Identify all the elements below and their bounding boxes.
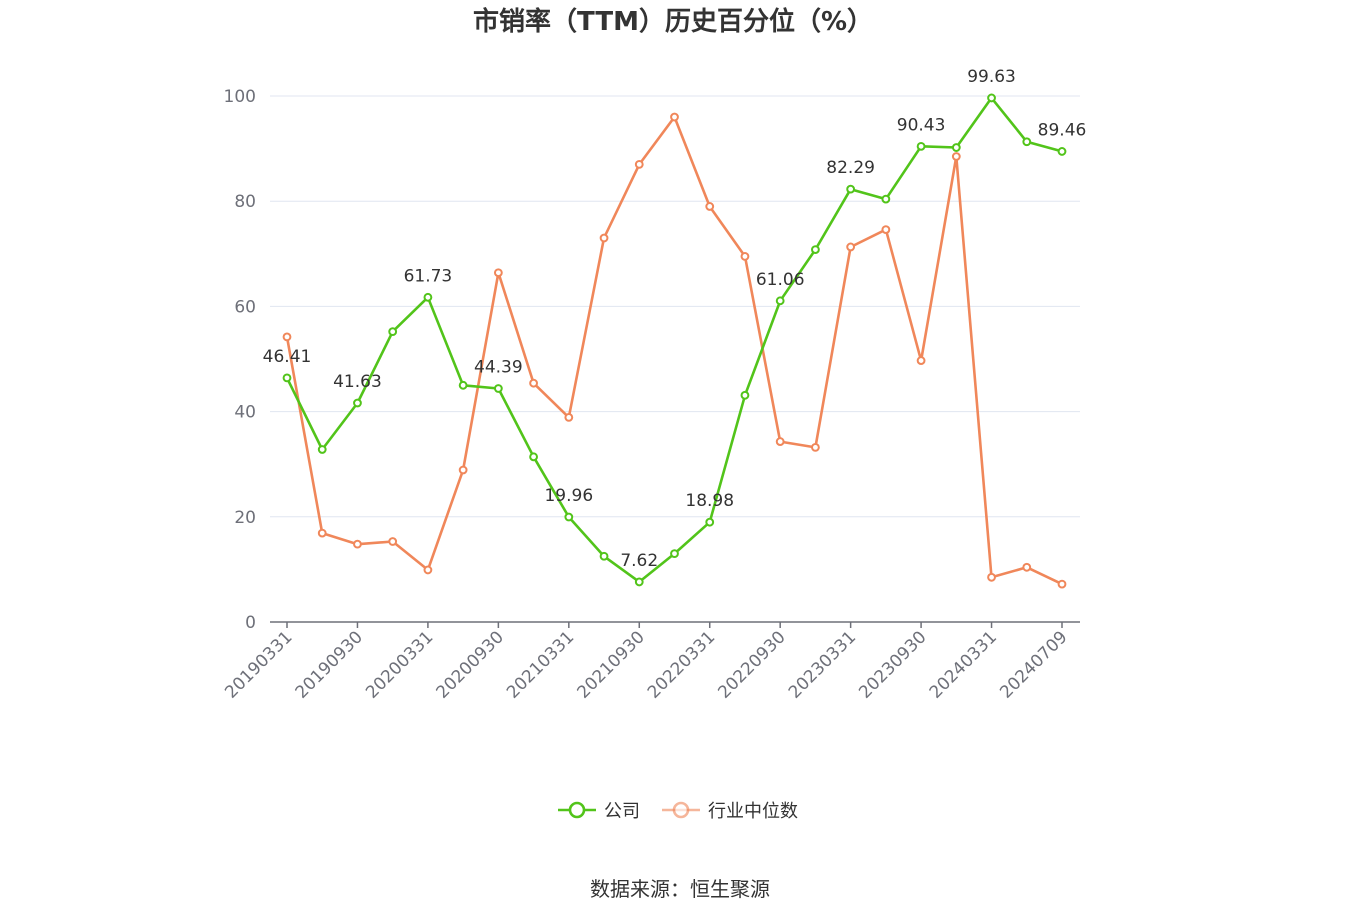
legend-label: 行业中位数: [708, 801, 798, 822]
y-tick-label: 60: [234, 297, 256, 317]
x-tick-label: 20230331: [785, 627, 860, 702]
x-tick-label: 20200930: [433, 627, 508, 702]
y-tick-label: 0: [245, 613, 256, 633]
data-point[interactable]: [670, 112, 679, 122]
data-point[interactable]: [775, 437, 785, 446]
data-source: 数据来源：恒生聚源: [590, 877, 770, 901]
data-point[interactable]: [951, 143, 961, 152]
data-point[interactable]: [811, 442, 820, 452]
data-point[interactable]: [282, 373, 292, 383]
legend-item-0[interactable]: 公司: [558, 801, 640, 822]
data-point[interactable]: [775, 296, 785, 306]
data-point[interactable]: [916, 141, 926, 151]
data-point[interactable]: [317, 528, 327, 538]
series-lines: [282, 93, 1067, 589]
data-label: 7.62: [620, 551, 658, 571]
data-point[interactable]: [564, 512, 574, 522]
data-point[interactable]: [564, 412, 574, 422]
series-line: [285, 96, 1063, 584]
y-tick-label: 100: [224, 87, 256, 107]
data-label: 89.46: [1038, 120, 1087, 140]
data-point[interactable]: [1057, 147, 1067, 156]
data-point[interactable]: [987, 572, 996, 582]
data-point[interactable]: [670, 549, 679, 559]
data-point[interactable]: [493, 384, 503, 393]
data-point[interactable]: [353, 398, 362, 408]
data-label: 90.43: [897, 115, 946, 135]
data-label: 61.73: [404, 266, 453, 286]
series-line: [285, 115, 1063, 586]
data-point[interactable]: [1057, 579, 1067, 589]
x-tick-label: 20210331: [503, 627, 578, 702]
y-tick-label: 80: [234, 192, 256, 212]
data-point[interactable]: [423, 565, 433, 575]
data-point[interactable]: [846, 242, 856, 252]
data-point[interactable]: [599, 551, 609, 561]
data-point[interactable]: [951, 152, 961, 161]
data-point[interactable]: [458, 465, 468, 475]
legend-item-1[interactable]: 行业中位数: [662, 801, 798, 822]
data-point[interactable]: [317, 445, 327, 454]
data-point[interactable]: [881, 225, 891, 235]
series-1: [282, 112, 1067, 589]
y-tick-label: 20: [234, 508, 256, 528]
data-point[interactable]: [529, 378, 538, 388]
chart-title: 市销率（TTM）历史百分位（%）: [473, 6, 873, 37]
data-label: 46.41: [263, 347, 312, 367]
data-point[interactable]: [811, 245, 820, 254]
x-tick-label: 20190331: [221, 627, 296, 702]
data-label: 82.29: [826, 158, 875, 178]
data-point[interactable]: [846, 184, 856, 194]
data-point[interactable]: [599, 233, 609, 243]
x-tick-label: 20230930: [855, 627, 930, 702]
legend[interactable]: 公司 行业中位数: [558, 801, 798, 822]
data-label: 44.39: [474, 358, 523, 378]
data-point[interactable]: [705, 202, 715, 211]
data-point[interactable]: [1022, 562, 1032, 572]
series-0: [282, 93, 1067, 587]
data-point[interactable]: [423, 292, 433, 302]
data-point[interactable]: [529, 452, 538, 462]
x-tick-label: 20220331: [644, 627, 719, 702]
data-point[interactable]: [493, 268, 503, 278]
data-point[interactable]: [634, 577, 644, 587]
data-label: 18.98: [685, 491, 734, 511]
x-tick-label: 20190930: [292, 627, 367, 702]
data-point[interactable]: [740, 252, 750, 261]
grid-lines: [270, 95, 1080, 518]
data-point[interactable]: [388, 537, 398, 546]
y-tick-label: 40: [234, 403, 256, 423]
data-point[interactable]: [634, 159, 644, 169]
data-point[interactable]: [987, 93, 996, 103]
x-tick-label: 20240709: [996, 627, 1071, 702]
legend-marker: [672, 801, 690, 819]
x-tick-label: 20240331: [926, 627, 1001, 702]
data-point[interactable]: [705, 517, 715, 527]
data-label: 41.63: [333, 372, 382, 392]
data-point[interactable]: [282, 332, 292, 342]
x-tick-label: 20220930: [714, 627, 789, 702]
data-point[interactable]: [458, 380, 468, 390]
data-label: 61.06: [756, 270, 805, 290]
x-tick-label: 20210930: [573, 627, 648, 702]
data-point[interactable]: [353, 539, 362, 549]
x-tick-label: 20200331: [362, 627, 437, 702]
data-label: 99.63: [967, 67, 1016, 87]
data-point[interactable]: [916, 356, 926, 365]
data-label: 19.96: [544, 486, 593, 506]
legend-label: 公司: [604, 801, 640, 822]
data-labels: 46.41 41.63 61.73 44.39 19.96 7.62 18.98 61.06 8…: [263, 67, 1087, 571]
data-point[interactable]: [388, 327, 398, 337]
data-point[interactable]: [1022, 137, 1032, 147]
data-point[interactable]: [740, 390, 750, 400]
data-point[interactable]: [881, 194, 891, 204]
legend-marker: [568, 801, 586, 819]
